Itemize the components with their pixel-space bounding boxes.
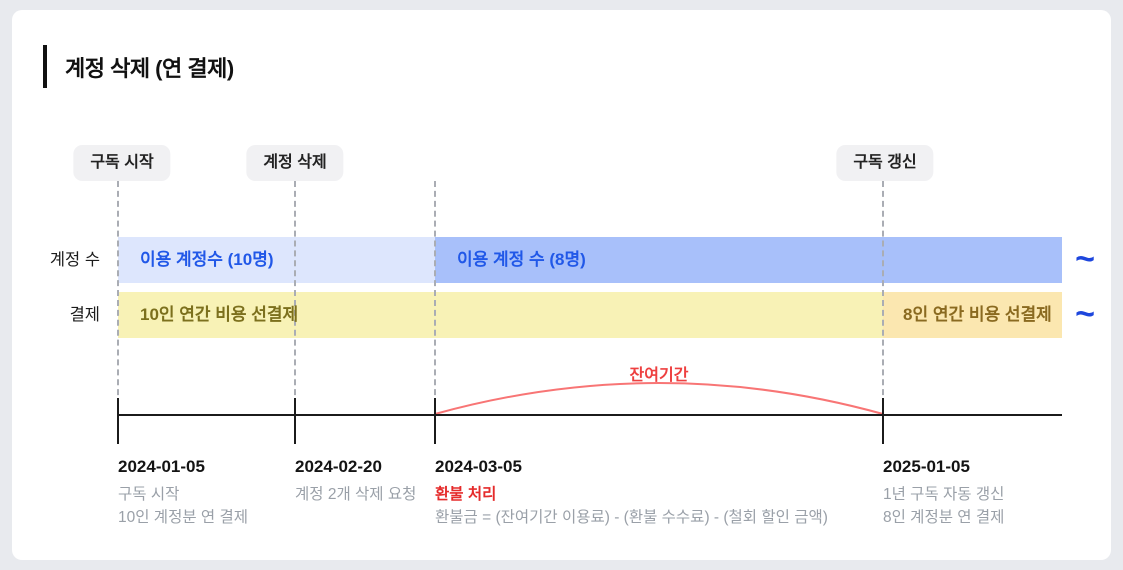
billing-segment-8-label: 8인 연간 비용 선결제 [903,305,1052,324]
guide-line-subscription-renew [882,181,884,415]
title-accent-bar [43,45,47,88]
milestone-chip-subscription-start: 구독 시작 [73,145,171,181]
event-detail: 환불금 = (잔여기간 이용료) - (환불 수수료) - (철회 할인 금액) [435,509,828,526]
milestone-chip-subscription-renew: 구독 갱신 [836,145,934,181]
event-refund: 2024-03-05 환불 처리 환불금 = (잔여기간 이용료) - (환불 … [435,457,828,529]
row-label-billing: 결제 [69,306,100,324]
page-title: 계정 삭제 (연 결제) [65,55,234,81]
timeline-tick-2 [294,398,296,444]
timeline-axis [118,414,1062,416]
event-subscription-start: 2024-01-05 구독 시작 10인 계정분 연 결제 [118,457,248,529]
billing-continues-icon: ~ [1075,295,1095,333]
accounts-continues-icon: ~ [1075,240,1095,278]
timeline-tick-3 [434,398,436,444]
page-title-block: 계정 삭제 (연 결제) [43,45,234,88]
remaining-period-label: 잔여기간 [629,367,689,384]
event-delete-request: 2024-02-20 계정 2개 삭제 요청 [295,457,416,506]
event-date: 2024-01-05 [118,457,205,476]
accounts-bar-segment-10 [118,237,435,283]
accounts-segment-8-label: 이용 계정 수 (8명) [457,250,586,269]
accounts-bar-segment-8 [435,237,1062,283]
guide-line-account-delete [294,181,296,415]
event-detail: 1년 구독 자동 갱신 [883,486,1005,503]
event-detail: 계정 2개 삭제 요청 [295,486,417,503]
guide-line-subscription-start [117,181,119,415]
event-date: 2025-01-05 [883,457,970,476]
accounts-segment-10-label: 이용 계정수 (10명) [140,250,274,269]
event-detail: 8인 계정분 연 결제 [883,509,1005,526]
row-label-accounts: 계정 수 [49,251,100,269]
billing-segment-10-label: 10인 연간 비용 선결제 [140,305,299,324]
milestone-chip-account-delete: 계정 삭제 [246,145,344,181]
guide-line-refund [434,181,436,415]
timeline-tick-4 [882,398,884,444]
event-detail: 구독 시작 [118,486,180,503]
event-date: 2024-02-20 [295,457,382,476]
billing-bar-segment-10 [118,292,883,338]
timeline-tick-1 [117,398,119,444]
billing-bar-segment-8 [883,292,1062,338]
event-date: 2024-03-05 [435,457,522,476]
event-highlight: 환불 처리 [435,486,497,503]
diagram-card [12,10,1111,560]
event-detail: 10인 계정분 연 결제 [118,509,248,526]
event-renewal: 2025-01-05 1년 구독 자동 갱신 8인 계정분 연 결제 [883,457,1004,529]
